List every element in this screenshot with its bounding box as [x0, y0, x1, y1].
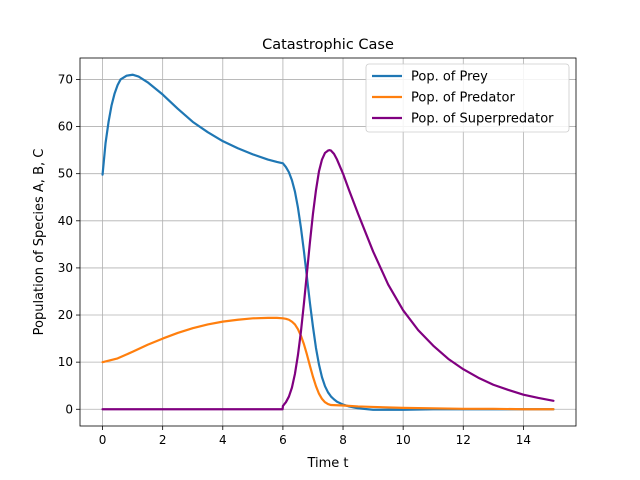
legend-frame: [365, 63, 570, 133]
x-tick-label: 12: [456, 433, 471, 447]
y-tick-label: 50: [58, 167, 73, 181]
x-axis: 0 2 4 6 8 10 12 14: [99, 426, 531, 447]
chart-title: Catastrophic Case: [262, 37, 394, 53]
y-tick-label: 40: [58, 214, 73, 228]
series-line-pop-of-superpredator: [101, 149, 555, 411]
legend-label-pop-of-superpredator: Pop. of Superpredator: [411, 112, 554, 127]
y-tick-label: 30: [58, 261, 73, 275]
legend: Pop. of Prey Pop. of Predator Pop. of Supe…: [365, 63, 570, 133]
x-tick-label: 14: [516, 433, 531, 447]
x-tick-label: 10: [396, 433, 411, 447]
y-tick-label: 60: [58, 120, 73, 134]
y-tick-label: 70: [58, 72, 73, 86]
y-axis-label: Population of Species A, B, C: [32, 149, 47, 336]
series-group: [101, 73, 555, 411]
x-tick-label: 8: [339, 433, 347, 447]
plot-frame: [79, 57, 577, 427]
y-axis: 0 10 20 30 40 50 60 70: [58, 72, 80, 416]
legend-label-pop-of-prey: Pop. of Prey: [411, 70, 488, 85]
x-tick-label: 6: [279, 433, 287, 447]
y-tick-label: 0: [65, 402, 73, 416]
x-tick-label: 0: [99, 433, 107, 447]
x-tick-label: 2: [159, 433, 167, 447]
x-axis-label: Time t: [306, 456, 348, 471]
x-tick-label: 4: [219, 433, 227, 447]
y-tick-label: 20: [58, 308, 73, 322]
legend-label-pop-of-predator: Pop. of Predator: [411, 91, 515, 106]
y-tick-label: 10: [58, 355, 73, 369]
